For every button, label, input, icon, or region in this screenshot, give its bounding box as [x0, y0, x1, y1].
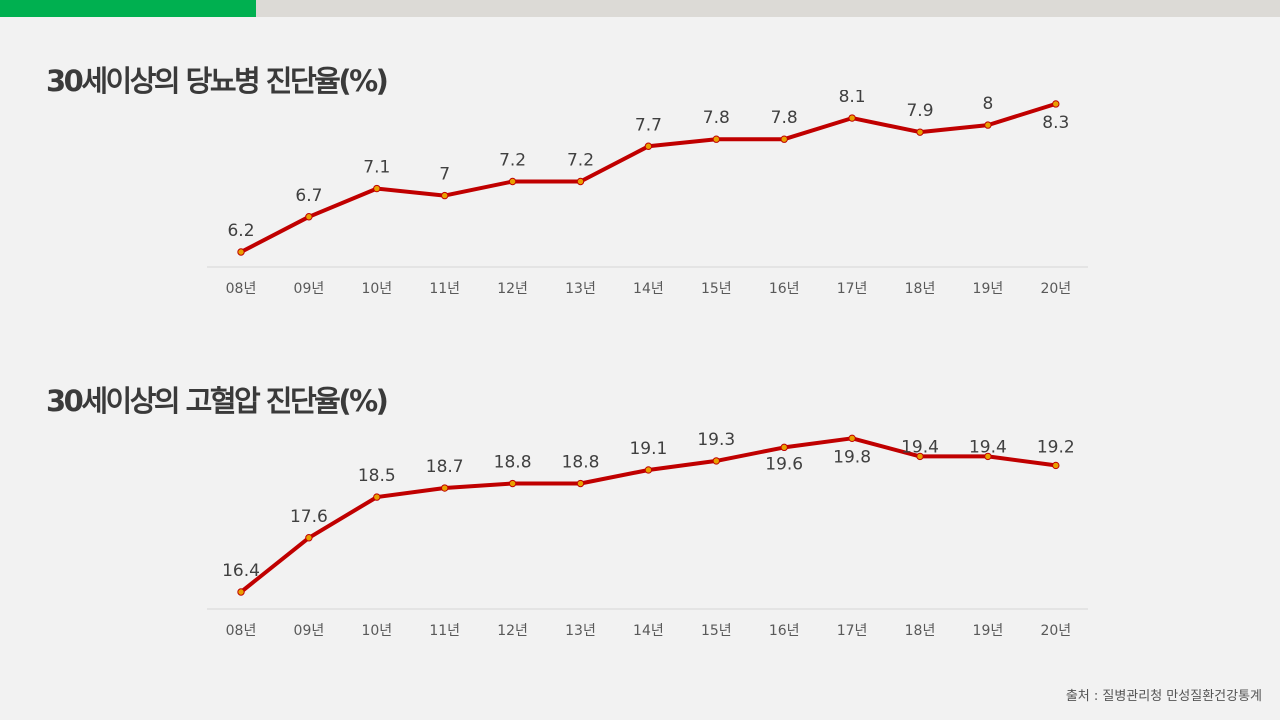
hypertension-chart-title: 30세이상의 고혈압 진단율(%)	[46, 384, 389, 418]
top-bar	[0, 0, 1280, 17]
x-tick-label: 09년	[294, 281, 325, 297]
data-point	[780, 443, 788, 452]
hypertension-line-chart: 08년 09년 10년 11년 12년 13년 14년 15년 16년 17년 18년 19년 20년 1…	[207, 430, 1088, 639]
data-point	[916, 128, 924, 136]
data-label: 7.2	[567, 151, 594, 171]
data-label: 17.6	[290, 507, 328, 527]
data-label: 19.1	[629, 439, 667, 459]
data-label: 18.8	[494, 453, 532, 473]
x-tick-label: 19년	[973, 623, 1004, 639]
x-tick-label: 12년	[497, 623, 528, 639]
top-bar-accent	[0, 0, 256, 17]
x-tick-label: 15년	[701, 281, 732, 297]
data-label: 7.9	[906, 101, 933, 121]
x-tick-label: 17년	[837, 623, 868, 639]
data-point	[237, 588, 245, 596]
data-point	[780, 135, 788, 143]
data-point	[984, 452, 992, 461]
x-tick-label: 11년	[429, 623, 460, 639]
data-label: 6.2	[227, 221, 254, 241]
data-point	[848, 434, 856, 443]
data-label: 7	[439, 165, 450, 185]
x-tick-label: 11년	[429, 281, 460, 297]
data-label: 6.7	[295, 186, 322, 206]
data-point	[576, 177, 585, 186]
data-label: 19.2	[1037, 437, 1075, 457]
data-point	[508, 177, 517, 186]
data-point	[848, 114, 856, 122]
data-point	[305, 213, 313, 221]
x-tick-label: 16년	[769, 281, 800, 297]
data-point	[237, 248, 245, 256]
x-tick-label: 12년	[497, 281, 528, 297]
x-tick-label: 08년	[226, 623, 257, 639]
x-tick-label: 20년	[1040, 623, 1071, 639]
x-tick-label: 10년	[361, 281, 392, 297]
diabetes-line-chart: 08년 09년 10년 11년 12년 13년 14년 15년 16년 17년 18년 19년 20년 6…	[207, 90, 1088, 297]
data-point	[441, 484, 449, 492]
data-label: 7.8	[703, 108, 730, 128]
data-label: 19.6	[765, 454, 803, 474]
x-tick-label: 10년	[361, 623, 392, 639]
x-tick-label: 09년	[294, 623, 325, 639]
data-label: 7.7	[635, 115, 662, 135]
x-tick-label: 14년	[633, 623, 664, 639]
data-label: 8	[982, 94, 993, 114]
x-tick-label: 08년	[226, 281, 257, 297]
x-tick-label: 13년	[565, 623, 596, 639]
data-label: 16.4	[222, 561, 260, 581]
data-label: 18.7	[426, 457, 464, 477]
data-label: 19.8	[833, 447, 871, 467]
data-point	[1052, 100, 1060, 108]
x-tick-label: 16년	[769, 623, 800, 639]
data-point	[373, 184, 381, 193]
data-label: 18.8	[562, 453, 600, 473]
x-tick-label: 19년	[973, 281, 1004, 297]
data-point	[984, 121, 992, 129]
data-label: 19.4	[901, 437, 939, 457]
data-point	[916, 452, 924, 461]
data-label: 8.3	[1042, 113, 1069, 133]
data-label: 8.1	[839, 90, 866, 107]
data-point	[644, 466, 653, 474]
source-note: 출처 : 질병관리청 만성질환건강통계	[1065, 689, 1262, 704]
data-point	[441, 191, 449, 200]
x-tick-label: 13년	[565, 281, 596, 297]
data-point	[576, 479, 585, 488]
data-point	[373, 493, 381, 501]
data-label: 7.8	[771, 108, 798, 128]
x-tick-label: 18년	[905, 281, 936, 297]
data-point	[712, 457, 720, 465]
data-point	[508, 479, 517, 488]
data-label: 18.5	[358, 466, 396, 486]
data-point	[712, 135, 720, 143]
x-tick-label: 14년	[633, 281, 664, 297]
data-label: 7.1	[363, 158, 390, 178]
data-point	[644, 142, 653, 150]
data-point	[305, 534, 313, 542]
x-tick-label: 17년	[837, 281, 868, 297]
data-point	[1052, 461, 1060, 470]
x-tick-label: 20년	[1040, 281, 1071, 297]
x-tick-label: 15년	[701, 623, 732, 639]
data-label: 19.3	[697, 430, 735, 450]
diabetes-chart-title: 30세이상의 당뇨병 진단율(%)	[46, 64, 389, 98]
series-line	[239, 436, 1058, 594]
x-tick-label: 18년	[905, 623, 936, 639]
data-label: 7.2	[499, 151, 526, 171]
data-label: 19.4	[969, 437, 1007, 457]
